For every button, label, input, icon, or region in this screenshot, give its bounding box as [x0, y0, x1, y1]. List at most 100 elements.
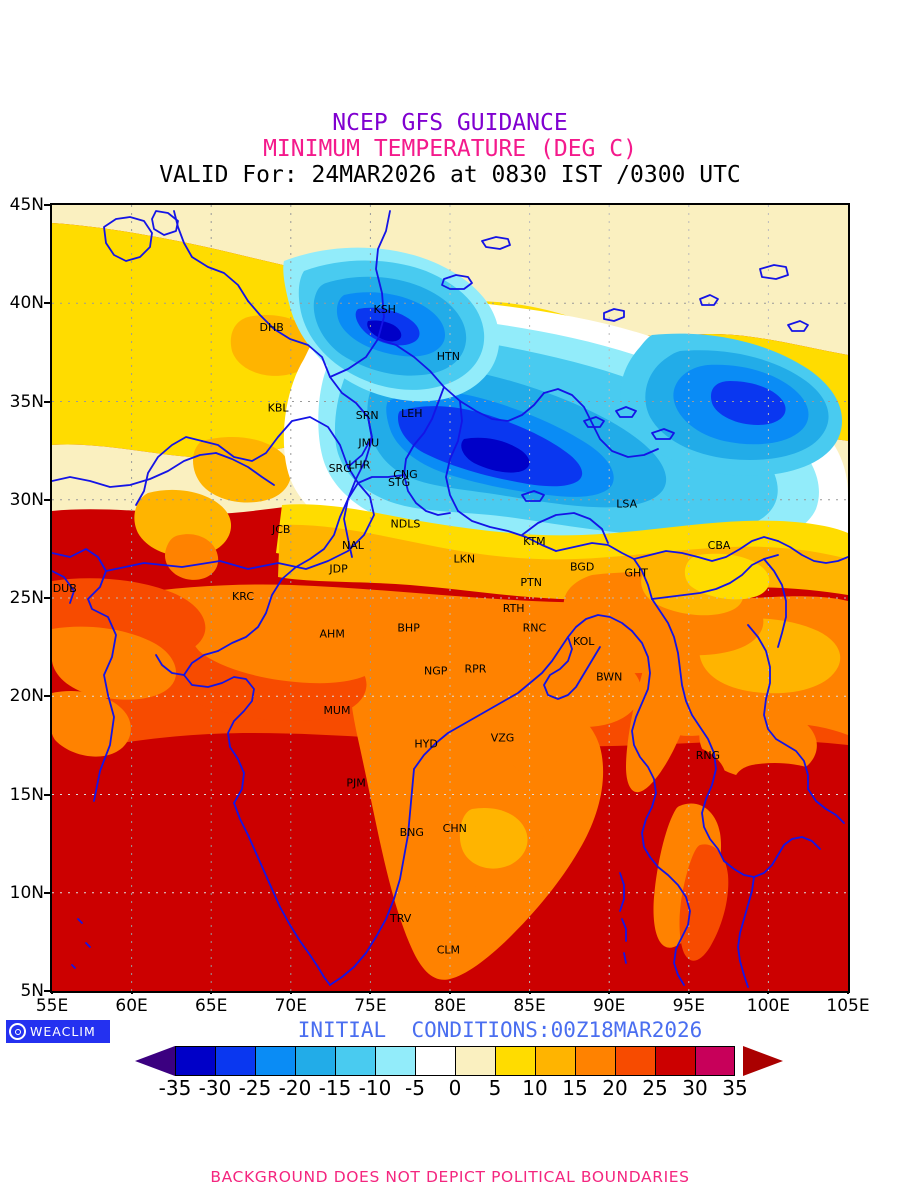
- y-axis-tick: [44, 400, 52, 403]
- y-axis-tick-label: 20N: [9, 686, 44, 707]
- colorbar-band: [335, 1046, 375, 1076]
- colorbar-tick-label: 30: [682, 1076, 708, 1100]
- chart-title-block: NCEP GFS GUIDANCE MINIMUM TEMPERATURE (D…: [0, 112, 900, 187]
- x-axis-tick-label: 65E: [195, 996, 228, 1016]
- city-label: BGD: [570, 560, 594, 573]
- y-axis-tick-label: 15N: [9, 784, 44, 805]
- colorbar-tick-labels: -35 -30 -25 -20 -15 -10 -5 0 5 10 15 20 25 30 35: [135, 1076, 783, 1100]
- colorbar-tick-label: -20: [278, 1076, 312, 1100]
- city-label: PJM: [346, 777, 365, 790]
- weaclim-circle-icon: [9, 1023, 26, 1040]
- x-axis-tick-label: 85E: [513, 996, 546, 1016]
- colorbar-tick-label: -35: [158, 1076, 192, 1100]
- x-axis-tick-label: 60E: [115, 996, 148, 1016]
- city-label: PTN: [520, 576, 542, 589]
- colorbar-band: [295, 1046, 335, 1076]
- y-axis-tick: [44, 891, 52, 894]
- colorbar-band: [575, 1046, 615, 1076]
- colorbar-tick-label: -25: [238, 1076, 272, 1100]
- temperature-map[interactable]: DUB KRC KBL DHB KSH HTN LEH SRN JMU SRG LHR CNG STG N…: [50, 203, 850, 993]
- city-label: SRG: [329, 462, 352, 475]
- city-label: HTN: [437, 350, 460, 363]
- y-axis-tick-label: 40N: [9, 293, 44, 314]
- colorbar-tick-label: 20: [602, 1076, 628, 1100]
- colorbar-band: [495, 1046, 535, 1076]
- y-axis-tick-label: 30N: [9, 489, 44, 510]
- city-label: VZG: [491, 731, 515, 744]
- colorbar-tick-label: -30: [198, 1076, 232, 1100]
- city-label: BWN: [596, 671, 622, 684]
- colorbar-tick-label: -15: [318, 1076, 352, 1100]
- x-axis-tick-label: 55E: [35, 996, 69, 1016]
- title-line-guidance: NCEP GFS GUIDANCE: [332, 110, 568, 136]
- colorbar-bands: [175, 1046, 735, 1076]
- colorbar-band: [215, 1046, 255, 1076]
- weaclim-logo: WEACLIM: [6, 1020, 110, 1043]
- colorbar-tick-label: -10: [358, 1076, 392, 1100]
- city-label: KSH: [373, 303, 395, 316]
- city-label: LKN: [454, 553, 476, 566]
- colorbar-tick-label: 35: [722, 1076, 748, 1100]
- x-axis-tick-label: 105E: [826, 996, 870, 1016]
- city-label: DHB: [260, 321, 284, 334]
- colorbar-band: [455, 1046, 495, 1076]
- colorbar-band: [695, 1046, 735, 1076]
- city-label: NGP: [424, 665, 448, 678]
- colorbar[interactable]: [135, 1046, 783, 1076]
- city-label: RPR: [465, 663, 487, 676]
- city-label: HYD: [414, 737, 437, 750]
- city-label: LSA: [616, 498, 637, 511]
- city-label: KRC: [232, 590, 254, 603]
- city-label: TRV: [389, 912, 412, 925]
- colorbar-over-arrow: [743, 1046, 783, 1076]
- city-label: LEH: [401, 407, 422, 420]
- colorbar-band: [255, 1046, 295, 1076]
- title-line-variable: MINIMUM TEMPERATURE (DEG C): [263, 136, 637, 162]
- y-axis-tick-label: 35N: [9, 391, 44, 412]
- colorbar-band: [415, 1046, 455, 1076]
- title-line-valid-time: VALID For: 24MAR2026 at 0830 IST /0300 U…: [159, 162, 741, 188]
- x-axis-tick-label: 80E: [433, 996, 467, 1016]
- city-label: AHM: [320, 627, 345, 640]
- y-axis-tick: [44, 695, 52, 698]
- colorbar-tick-label: -5: [405, 1076, 425, 1100]
- y-axis-tick: [44, 793, 52, 796]
- colorbar-band: [535, 1046, 575, 1076]
- colorbar-tick-label: 10: [522, 1076, 548, 1100]
- x-axis-tick-label: 95E: [672, 996, 705, 1016]
- city-label: KTM: [523, 535, 546, 548]
- y-axis-tick-label: 10N: [9, 882, 44, 903]
- city-label: DUB: [53, 582, 77, 595]
- city-label: KOL: [573, 635, 595, 648]
- city-label: RNG: [696, 749, 720, 762]
- y-axis-tick: [44, 302, 52, 305]
- colorbar-under-arrow: [135, 1046, 175, 1076]
- colorbar-tick-label: 15: [562, 1076, 588, 1100]
- city-label: NDLS: [391, 517, 421, 530]
- city-label: BNG: [400, 826, 424, 839]
- city-label: NAL: [342, 539, 365, 552]
- colorbar-tick-label: 5: [488, 1076, 502, 1100]
- colorbar-band: [175, 1046, 215, 1076]
- x-axis-tick-label: 100E: [746, 996, 790, 1016]
- city-label: CNG: [393, 468, 417, 481]
- x-axis-tick-label: 70E: [274, 996, 307, 1016]
- initial-conditions-text: INITIAL CONDITIONS:00Z18MAR2026: [297, 1018, 703, 1042]
- y-axis-tick-label: 25N: [9, 588, 44, 608]
- colorbar-band: [615, 1046, 655, 1076]
- weaclim-logo-text: WEACLIM: [30, 1024, 96, 1039]
- city-label: JDP: [328, 562, 348, 575]
- city-label: JCB: [271, 523, 290, 536]
- x-axis-tick-label: 90E: [593, 996, 626, 1016]
- city-label: LHR: [348, 458, 370, 471]
- colorbar-tick-label: 25: [642, 1076, 668, 1100]
- city-label: RNC: [523, 621, 547, 634]
- city-label: MUM: [323, 704, 350, 717]
- city-label: KBL: [268, 401, 290, 414]
- colorbar-band: [375, 1046, 415, 1076]
- city-label: JMU: [357, 437, 379, 450]
- colorbar-band: [655, 1046, 695, 1076]
- y-axis-tick: [44, 498, 52, 501]
